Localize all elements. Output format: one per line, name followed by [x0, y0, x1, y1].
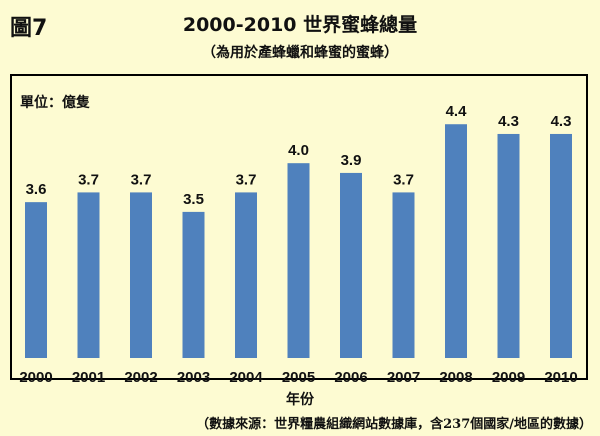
data-label-2002: 3.7 [131, 171, 152, 188]
x-tick-label-2007: 2007 [387, 369, 420, 386]
data-label-2000: 3.6 [26, 181, 47, 198]
chart-subtitle: （為用於產蜂蠟和蜂蜜的蜜蜂） [202, 45, 398, 61]
x-tick-label-2010: 2010 [544, 369, 577, 386]
bar-2008 [445, 124, 467, 358]
bar-2000 [25, 202, 47, 358]
plot-frame [10, 74, 588, 380]
bar-2002 [130, 192, 152, 358]
bar-2007 [392, 192, 415, 358]
bar-2006 [340, 172, 362, 358]
data-label-2008: 4.4 [446, 103, 468, 120]
x-tick-label-2001: 2001 [72, 369, 105, 386]
data-label-2005: 4.0 [288, 142, 309, 159]
bar-2004 [235, 192, 257, 358]
bar-2005 [287, 163, 310, 358]
data-label-2006: 3.9 [341, 152, 362, 169]
figure-label: 圖7 [10, 16, 48, 41]
x-tick-label-2006: 2006 [334, 369, 367, 386]
unit-label: 單位：億隻 [20, 95, 90, 111]
chart-title: 2000-2010 世界蜜蜂總量 [182, 14, 418, 36]
bar-2001 [77, 192, 100, 358]
data-label-2007: 3.7 [393, 171, 414, 188]
data-label-2001: 3.7 [78, 171, 99, 188]
x-axis-title: 年份 [286, 392, 314, 408]
bar-2003 [182, 211, 205, 358]
x-tick-label-2008: 2008 [439, 369, 472, 386]
x-tick-label-2009: 2009 [492, 369, 525, 386]
data-label-2009: 4.3 [498, 113, 519, 130]
x-tick-label-2000: 2000 [19, 369, 52, 386]
x-tick-label-2005: 2005 [282, 369, 315, 386]
data-label-2003: 3.5 [183, 191, 204, 208]
x-tick-label-2004: 2004 [229, 369, 263, 386]
source-note: （數據來源：世界糧農組織網站數據庫，含237個國家/地區的數據） [196, 417, 592, 432]
x-tick-label-2003: 2003 [177, 369, 210, 386]
data-label-2010: 4.3 [551, 113, 572, 130]
bar-2010 [550, 133, 572, 358]
bar-2009 [497, 133, 520, 358]
data-label-2004: 3.7 [236, 171, 257, 188]
x-tick-label-2002: 2002 [124, 369, 157, 386]
